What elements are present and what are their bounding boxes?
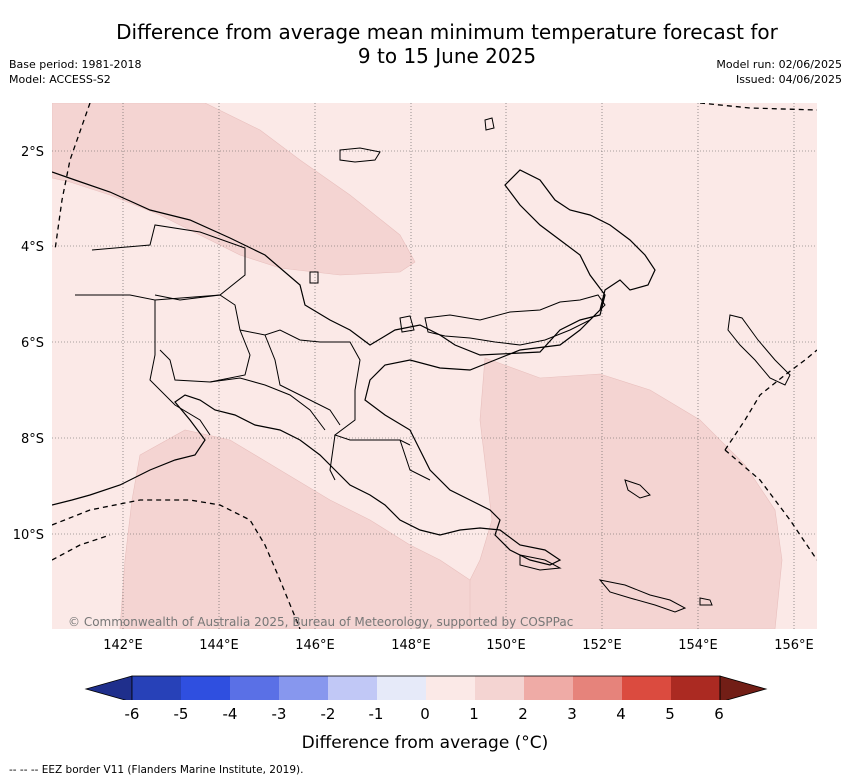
- anomaly-1-2-region-southwest: [119, 429, 471, 629]
- colorbar-tick: 0: [420, 705, 430, 723]
- lon-label-148e: 148°E: [391, 638, 431, 653]
- model-run-label: Model run: 02/06/2025: [716, 58, 842, 71]
- colorbar-tick: 1: [469, 705, 479, 723]
- colorbar-extend-high: [719, 675, 768, 700]
- meta-right: Model run: 02/06/2025 Issued: 04/06/2025: [716, 57, 842, 87]
- meta-left: Base period: 1981-2018 Model: ACCESS-S2: [9, 57, 141, 87]
- colorbar-tick: -4: [222, 705, 238, 723]
- colorbar-bin: [475, 676, 524, 700]
- colorbar-bin: [671, 676, 720, 700]
- lon-label-156e: 156°E: [774, 638, 814, 653]
- colorbar-tick: 2: [518, 705, 528, 723]
- lon-label-142e: 142°E: [103, 638, 143, 653]
- islands: [309, 117, 791, 613]
- map-title: Difference from average mean minimum tem…: [60, 20, 834, 68]
- graticule: [52, 103, 817, 629]
- colorbar-bin: [377, 676, 426, 700]
- eez-footnote: -- -- -- EEZ border V11 (Flanders Marine…: [9, 764, 304, 776]
- colorbar-title: Difference from average (°C): [301, 733, 549, 753]
- colorbar-tick: -6: [124, 705, 140, 723]
- lon-label-146e: 146°E: [295, 638, 335, 653]
- title-line-1: Difference from average mean minimum tem…: [116, 20, 778, 44]
- colorbar-bin: [573, 676, 622, 700]
- lat-label-6s: 6°S: [21, 336, 44, 351]
- colorbar-bin: [181, 676, 230, 700]
- political-borders: [75, 224, 431, 481]
- colorbar-tick: 4: [616, 705, 626, 723]
- base-period-label: Base period: 1981-2018: [9, 58, 142, 71]
- new-guinea-coastline: [52, 169, 656, 566]
- issued-label: Issued: 04/06/2025: [735, 73, 842, 86]
- lon-label-144e: 144°E: [199, 638, 239, 653]
- model-label: Model: ACCESS-S2: [9, 73, 111, 86]
- lat-label-4s: 4°S: [21, 240, 44, 255]
- colorbar-tick: 5: [665, 705, 675, 723]
- colorbar-bin: [132, 676, 181, 700]
- title-line-2: 9 to 15 June 2025: [357, 44, 537, 68]
- colorbar-tick: -1: [368, 705, 384, 723]
- lon-axis: 142°E 144°E 146°E 148°E 150°E 152°E 154°…: [103, 638, 814, 653]
- colorbar-tick: -2: [320, 705, 336, 723]
- lat-label-2s: 2°S: [21, 145, 44, 160]
- lon-label-152e: 152°E: [582, 638, 622, 653]
- copyright-attribution: © Commonwealth of Australia 2025, Bureau…: [68, 615, 573, 629]
- colorbar-bin: [279, 676, 328, 700]
- lon-label-154e: 154°E: [678, 638, 718, 653]
- colorbar-bin: [524, 676, 573, 700]
- anomaly-1-2-region-northwest: [52, 103, 416, 276]
- colorbar-tick: -3: [271, 705, 287, 723]
- colorbar: [84, 675, 768, 700]
- colorbar-tick: -5: [173, 705, 189, 723]
- lat-label-8s: 8°S: [21, 432, 44, 447]
- forecast-map: 2°S 4°S 6°S 8°S 10°S 142°E 144°E 146°E 1…: [13, 103, 817, 700]
- colorbar-bin: [328, 676, 377, 700]
- lon-label-150e: 150°E: [486, 638, 526, 653]
- colorbar-bin: [622, 676, 671, 700]
- eez-borders: [52, 103, 817, 629]
- lat-axis: 2°S 4°S 6°S 8°S 10°S: [13, 145, 44, 543]
- anomaly-1-2-region-southeast: [459, 357, 783, 629]
- colorbar-frame: [131, 675, 721, 700]
- colorbar-bin: [426, 676, 475, 700]
- colorbar-tick: 6: [714, 705, 724, 723]
- colorbar-extend-low: [84, 675, 133, 700]
- colorbar-tick: 3: [567, 705, 577, 723]
- colorbar-bin: [230, 676, 279, 700]
- lat-label-10s: 10°S: [13, 528, 44, 543]
